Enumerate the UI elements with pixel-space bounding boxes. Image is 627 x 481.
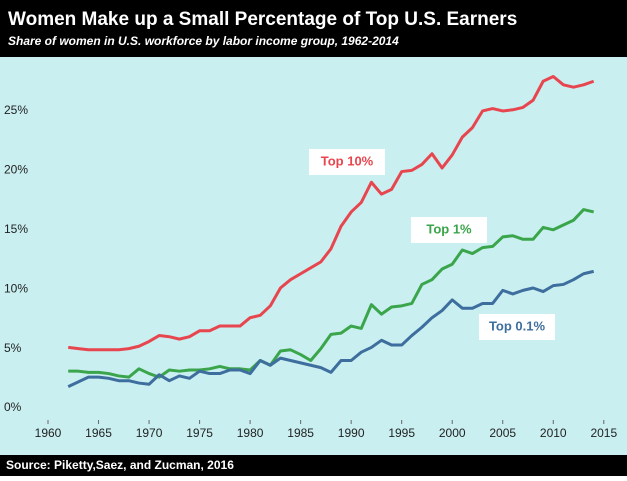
- plot-background: [0, 57, 627, 455]
- y-tick-label: 10%: [4, 281, 28, 295]
- footer-bar: [0, 455, 627, 476]
- x-tick-label: 1975: [186, 426, 213, 440]
- series-label: Top 1%: [426, 221, 472, 236]
- series-label-box: [309, 149, 385, 175]
- x-tick-label: 1970: [136, 426, 163, 440]
- series-line: [67, 269, 595, 388]
- y-tick-label: 5%: [4, 341, 22, 355]
- y-tick-label: 0%: [4, 400, 22, 414]
- series-label: Top 10%: [321, 153, 374, 168]
- y-tick-label: 15%: [4, 222, 28, 236]
- source: Source: Piketty,Saez, and Zucman, 2016: [6, 458, 234, 472]
- x-tick-label: 1985: [287, 426, 314, 440]
- series-line: [68, 75, 595, 352]
- x-tick-label: 1990: [338, 426, 365, 440]
- series-label-box: [411, 217, 487, 243]
- header-bar: [0, 0, 627, 57]
- x-tick-label: 1965: [85, 426, 112, 440]
- series-label: Top 0.1%: [489, 318, 546, 333]
- x-tick-label: 2000: [439, 426, 466, 440]
- series-label-box: [479, 314, 555, 340]
- x-tick-label: 2005: [489, 426, 516, 440]
- y-tick-label: 25%: [4, 103, 28, 117]
- x-tick-label: 1960: [35, 426, 62, 440]
- x-tick-label: 2010: [540, 426, 567, 440]
- x-tick-label: 1995: [388, 426, 415, 440]
- y-tick-label: 20%: [4, 163, 28, 177]
- x-tick-label: 1980: [237, 426, 264, 440]
- chart-subtitle: Share of women in U.S. workforce by labo…: [8, 34, 399, 48]
- x-tick-label: 2015: [590, 426, 617, 440]
- chart-title: Women Make up a Small Percentage of Top …: [8, 9, 517, 30]
